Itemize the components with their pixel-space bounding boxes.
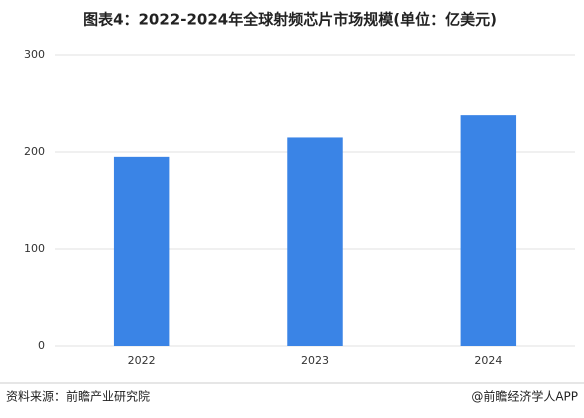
- x-tick-label: 2023: [301, 354, 329, 367]
- chart-title: 图表4：2022-2024年全球射频芯片市场规模(单位：亿美元): [83, 11, 497, 29]
- bar: [460, 115, 517, 346]
- y-tick-label: 300: [24, 48, 45, 61]
- y-tick-label: 200: [24, 145, 45, 158]
- source: 资料来源：前瞻产业研究院: [6, 389, 150, 404]
- y-tick-label: 100: [24, 242, 45, 255]
- bar: [287, 137, 343, 346]
- x-tick-label: 2022: [128, 354, 156, 367]
- x-tick-label: 2024: [474, 354, 502, 367]
- y-tick-label: 0: [38, 339, 45, 352]
- bar: [113, 156, 170, 346]
- credit: @前瞻经济学人APP: [471, 389, 578, 404]
